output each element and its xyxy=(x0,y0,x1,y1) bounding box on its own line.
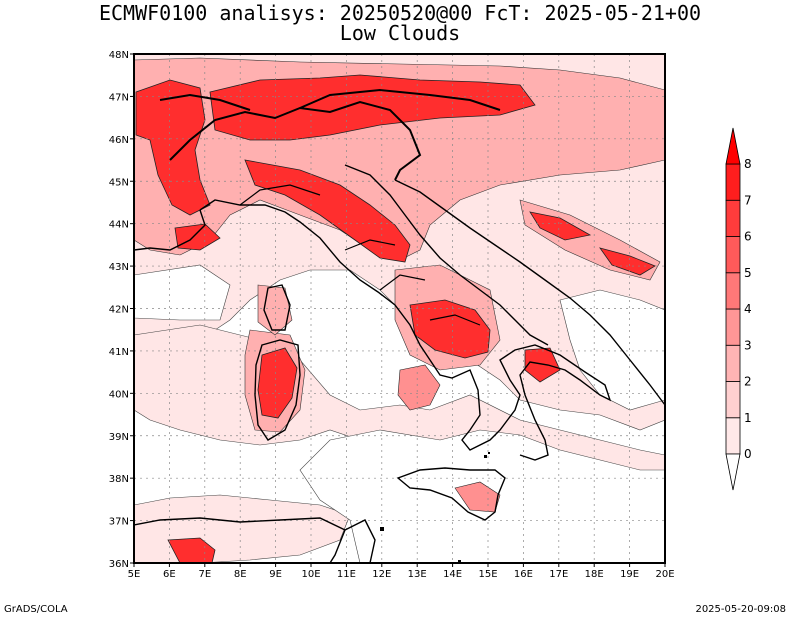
lon-label: 20E xyxy=(655,569,674,580)
cloud-area-dense-alps-c xyxy=(209,74,536,141)
lat-label: 37N xyxy=(109,517,129,528)
coast-balkans xyxy=(394,179,665,406)
lon-label: 8E xyxy=(234,569,247,580)
colorbar-label: 7 xyxy=(744,193,752,207)
map-grid xyxy=(134,54,665,563)
island-malta xyxy=(458,560,461,563)
lat-label: 48N xyxy=(109,50,129,61)
clear-area-ionian xyxy=(559,289,665,411)
lon-label: 17E xyxy=(549,569,568,580)
cloud-area-dense-apennine xyxy=(409,299,491,359)
lon-label: 5E xyxy=(128,569,141,580)
colorbar-swatch xyxy=(725,381,741,419)
lat-label: 42N xyxy=(109,305,129,316)
lat-label: 43N xyxy=(109,262,129,273)
lat-label: 41N xyxy=(109,347,129,358)
colorbar-label: 3 xyxy=(744,338,752,352)
lat-label: 47N xyxy=(109,92,129,103)
lat-label: 40N xyxy=(109,389,129,400)
colorbar-swatch xyxy=(725,163,741,201)
lat-label: 38N xyxy=(109,474,129,485)
border-italy-regions xyxy=(239,184,481,326)
coast-africa xyxy=(134,517,346,563)
map-subtitle: Low Clouds xyxy=(339,21,461,45)
border-austria xyxy=(299,88,501,111)
lon-label: 12E xyxy=(372,569,391,580)
lat-label: 44N xyxy=(109,220,129,231)
colorbar-label: 4 xyxy=(744,302,752,316)
cloud-field xyxy=(134,54,665,563)
coast-corsica xyxy=(263,284,291,331)
cloud-area-dense-calabria xyxy=(397,364,441,411)
colorbar-label: 8 xyxy=(744,157,752,171)
longitude-labels: 5E 6E 7E 8E 9E 10E 11E 12E 13E 14E 15E 16E 17E 18E 19E… xyxy=(128,563,675,580)
coast-italy-adriatic xyxy=(344,164,549,346)
colorbar-label: 1 xyxy=(744,411,752,425)
colorbar-swatch xyxy=(725,417,741,455)
island-aeolian-1 xyxy=(484,455,487,458)
islands xyxy=(380,452,490,563)
colorbar-swatch xyxy=(725,272,741,310)
lat-label: 46N xyxy=(109,135,129,146)
lon-label: 19E xyxy=(620,569,639,580)
lon-label: 14E xyxy=(443,569,462,580)
colorbar: 0 1 2 3 4 5 6 7 8 xyxy=(725,127,752,491)
lon-label: 15E xyxy=(478,569,497,580)
coast-italy-peninsula xyxy=(199,199,612,461)
coast-sicily xyxy=(396,467,506,521)
map-title: ECMWF0100 analisys: 20250520@00 FcT: 202… xyxy=(98,1,702,25)
cloud-area-dense-alps-w xyxy=(135,79,211,216)
lon-label: 7E xyxy=(198,569,211,580)
island-pantelleria xyxy=(380,527,384,531)
country-borders xyxy=(159,88,501,326)
cloud-area-dense-puglia xyxy=(524,347,561,383)
coast-tunisia xyxy=(344,519,376,563)
cloud-area-dense-sicily xyxy=(454,481,501,513)
cloud-area-dense-albania xyxy=(599,247,656,276)
lon-label: 10E xyxy=(301,569,320,580)
footer-grads-label: GrADS/COLA xyxy=(4,604,68,615)
colorbar-swatch xyxy=(725,308,741,346)
latitude-labels: 36N 37N 38N 39N 40N 41N 42N 43N 44N 45N 46N 47N 48N xyxy=(109,50,134,570)
colorbar-min-arrow xyxy=(725,453,741,491)
colorbar-label: 2 xyxy=(744,375,752,389)
coast-france xyxy=(134,209,206,251)
colorbar-max-arrow xyxy=(725,127,741,165)
clear-area-west xyxy=(134,264,231,321)
cloud-area-dense-algeria xyxy=(167,537,216,563)
lat-label: 39N xyxy=(109,432,129,443)
coast-sardinia xyxy=(254,339,301,441)
island-aeolian-2 xyxy=(488,452,490,454)
lon-label: 13E xyxy=(408,569,427,580)
colorbar-label: 5 xyxy=(744,266,752,280)
border-alps xyxy=(169,100,422,181)
colorbar-swatch xyxy=(725,199,741,237)
lon-label: 18E xyxy=(585,569,604,580)
colorbar-label: 0 xyxy=(744,447,752,461)
cloud-area-dense-sardinia xyxy=(257,347,298,419)
colorbar-swatch xyxy=(725,344,741,382)
colorbar-swatch xyxy=(725,236,741,274)
colorbar-label: 6 xyxy=(744,230,752,244)
cloud-area-dense-tyrrhenian xyxy=(174,223,221,251)
border-switzerland xyxy=(159,93,251,111)
lon-label: 11E xyxy=(337,569,356,580)
lon-label: 9E xyxy=(269,569,282,580)
lat-label: 36N xyxy=(109,559,129,570)
lon-label: 16E xyxy=(514,569,533,580)
lat-label: 45N xyxy=(109,177,129,188)
footer-timestamp: 2025-05-20-09:08 xyxy=(695,604,786,615)
lon-label: 6E xyxy=(163,569,176,580)
cloud-area-dense-croatia xyxy=(529,211,592,241)
coastlines xyxy=(134,164,665,563)
